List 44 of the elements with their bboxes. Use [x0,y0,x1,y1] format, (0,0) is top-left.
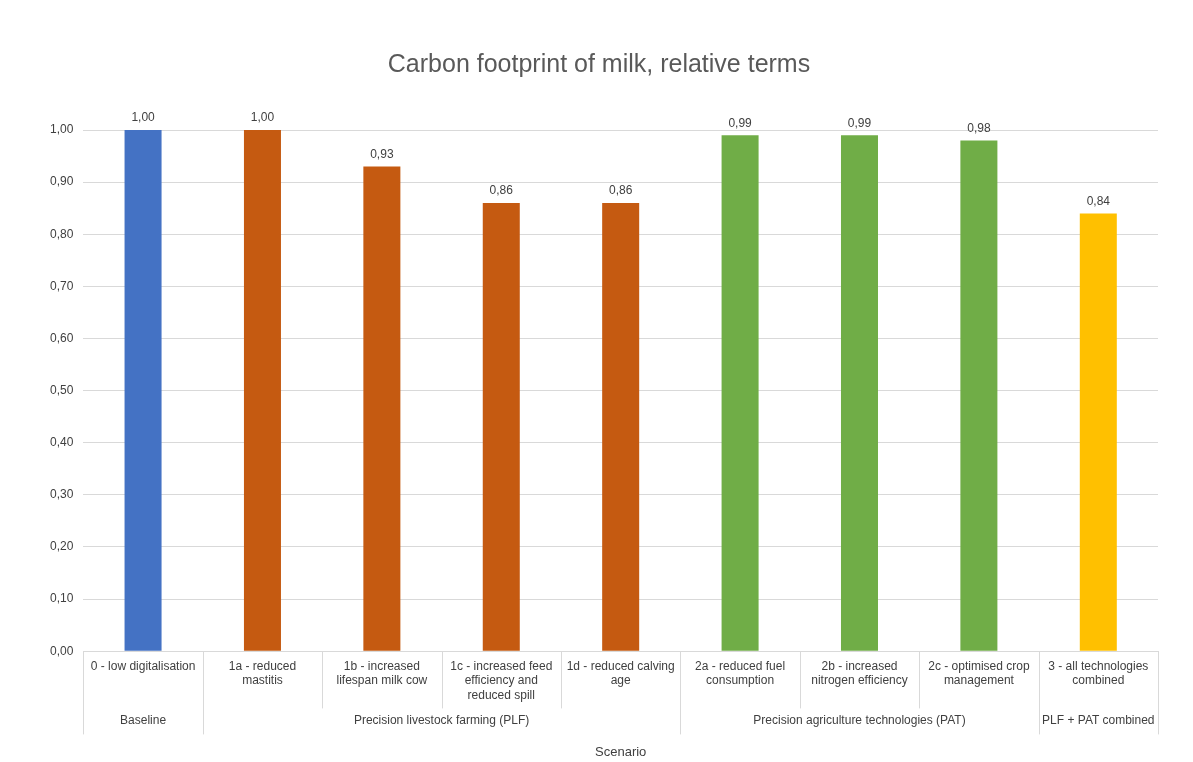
x-tick-label: 2a - reduced fuel consumption [695,658,786,688]
x-tick-label: 2b - increased nitrogen efficiency [811,658,908,688]
data-label: 0,99 [728,115,753,130]
x-tick-label: 3 - all technologies combined [1048,658,1149,688]
y-tick-label: 1,00 [50,122,74,137]
bar [602,202,640,651]
y-tick-label: 0,60 [50,330,74,345]
x-tick-label: 1d - reduced calving age [566,658,675,688]
text: Precision agriculture technologies (PAT) [753,712,966,727]
data-label: 0,98 [967,120,991,135]
y-tick-label: 0,80 [50,226,74,241]
data-label: 0,86 [609,183,633,198]
x-tick-label: 1b - increased lifespan milk cow [336,658,428,688]
bar [243,130,281,651]
y-tick-label: 0,70 [50,278,74,293]
data-label: 1,00 [131,110,156,125]
bar [721,135,759,651]
y-tick-label: 0,00 [50,643,74,658]
data-label: 0,86 [489,183,514,198]
x-tick-label: 2c - optimised crop management [928,658,1030,688]
bar [840,135,878,651]
text: Baseline [120,712,167,727]
data-label: 1,00 [250,110,275,125]
x-axis-title: Scenario [595,743,647,759]
bar [960,140,998,651]
bar [482,202,520,651]
bar [124,130,162,651]
y-tick-label: 0,30 [50,487,74,502]
text: Precision livestock farming (PLF) [353,712,530,727]
text: PLF + PAT combined [1042,712,1155,727]
data-label: 0,93 [370,146,394,161]
y-tick-label: 0,40 [50,435,74,450]
bar [363,166,401,651]
x-tick-label: 1a - reduced mastitis [228,658,297,688]
bar [1079,213,1117,651]
y-tick-label: 0,50 [50,382,74,397]
x-tick-label: 0 - low digitalisation [90,658,196,673]
x-tick-label: 1c - increased feed efficiency and reduced spill [450,658,553,702]
y-tick-label: 0,20 [50,539,74,554]
y-tick-label: 0,10 [50,591,74,606]
data-label: 0,99 [847,115,872,130]
y-tick-label: 0,90 [50,174,74,189]
data-label: 0,84 [1086,193,1111,208]
chart-title: Carbon footprint of milk, relative terms [387,48,811,77]
